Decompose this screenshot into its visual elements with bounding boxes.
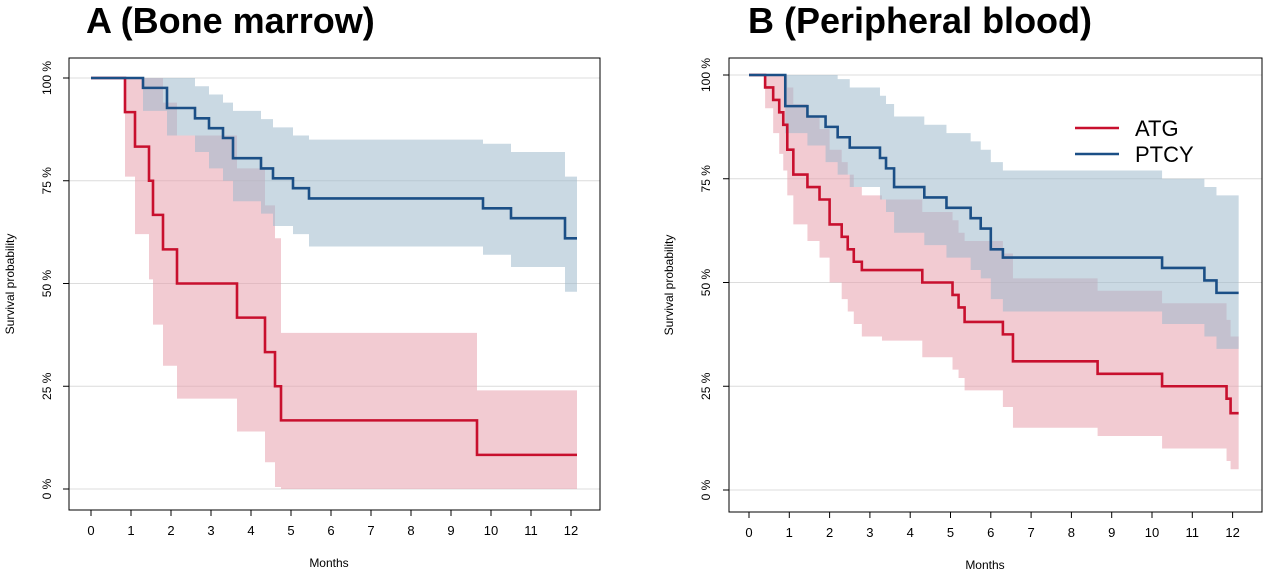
x-tick-label: 3: [866, 525, 873, 540]
ci-band-atg: [91, 78, 577, 489]
x-tick-label: 8: [407, 523, 414, 538]
ci-band-ptcy: [91, 78, 577, 300]
y-tick-label: 25 %: [40, 372, 54, 400]
x-tick-label: 0: [87, 523, 94, 538]
y-axis-label: Survival probability: [3, 234, 17, 335]
y-tick-label: 100 %: [699, 58, 713, 92]
x-tick-label: 9: [447, 523, 454, 538]
y-tick-label: 25 %: [699, 372, 713, 400]
y-tick-label: 0 %: [40, 478, 54, 499]
survival-line-atg: [91, 76, 577, 457]
x-tick-label: 7: [1027, 525, 1034, 540]
y-tick-label: 75 %: [40, 167, 54, 195]
survival-line-ptcy: [91, 76, 577, 240]
x-tick-label: 6: [327, 523, 334, 538]
y-tick-label: 50 %: [40, 269, 54, 297]
x-tick-label: 11: [1186, 525, 1200, 540]
plot-frame: [728, 57, 1263, 513]
x-tick-label: 9: [1108, 525, 1115, 540]
panel-b-title: B (Peripheral blood): [748, 0, 1093, 41]
y-tick-label: 50 %: [699, 268, 713, 296]
x-tick-label: 5: [947, 525, 954, 540]
x-tick-label: 2: [826, 525, 833, 540]
chart-panel-b: 0 1 2 3 4 5 6 7 8 9 10 11 120 %25 %50 %75 %100 %Mont…: [662, 57, 1263, 572]
x-tick-label: 4: [247, 523, 254, 538]
survival-line-ptcy: [749, 73, 1239, 295]
x-tick-label: 4: [907, 525, 914, 540]
x-tick-label: 8: [1068, 525, 1075, 540]
x-tick-label: 1: [786, 525, 793, 540]
y-tick-label: 75 %: [699, 165, 713, 193]
legend-label-ptcy: PTCY: [1135, 142, 1194, 167]
x-tick-label: 12: [1225, 525, 1239, 540]
x-tick-label: 0: [745, 525, 752, 540]
x-tick-label: 6: [987, 525, 994, 540]
ci-band-ptcy: [749, 75, 1239, 358]
x-tick-label: 7: [367, 523, 374, 538]
x-tick-label: 12: [564, 523, 578, 538]
x-tick-label: 3: [207, 523, 214, 538]
survival-line-atg: [749, 73, 1239, 415]
x-tick-label: 10: [484, 523, 498, 538]
x-tick-label: 10: [1145, 525, 1159, 540]
x-tick-label: 2: [167, 523, 174, 538]
x-axis-label: Months: [965, 558, 1004, 572]
y-tick-label: 0 %: [699, 479, 713, 500]
legend-label-atg: ATG: [1135, 116, 1179, 141]
y-tick-label: 100 %: [40, 61, 54, 95]
x-tick-label: 5: [287, 523, 294, 538]
chart-panel-a: 0 1 2 3 4 5 6 7 8 9 10 11 120 %25 %50 %75 %100 %Mont…: [3, 57, 601, 570]
y-axis-label: Survival probability: [662, 235, 676, 336]
x-tick-label: 1: [127, 523, 134, 538]
panel-a-title: A (Bone marrow): [86, 0, 375, 41]
x-axis-label: Months: [309, 556, 348, 570]
x-tick-label: 11: [524, 523, 538, 538]
